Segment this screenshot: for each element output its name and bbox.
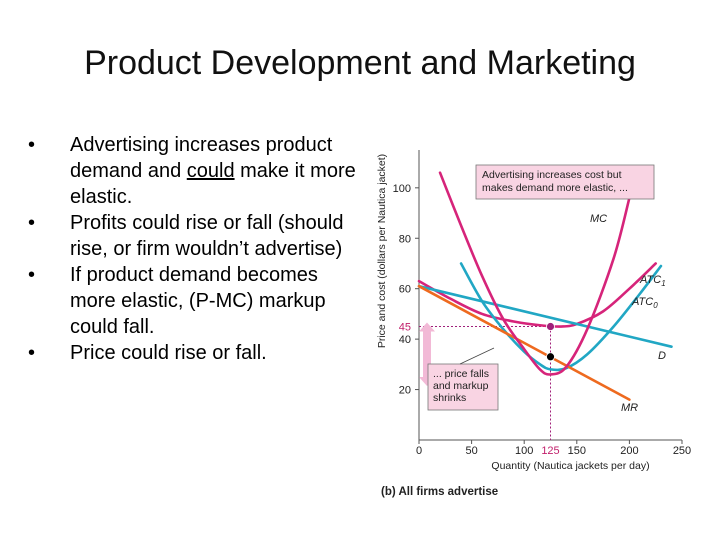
- curve-label-subscript: 1: [661, 279, 665, 288]
- x-tick-label: 250: [673, 445, 691, 457]
- bottom-note-line: shrinks: [433, 392, 466, 404]
- curve-mr: [417, 284, 631, 401]
- slide-title: Product Development and Marketing: [84, 44, 636, 82]
- bullet-dot: •: [28, 342, 36, 364]
- curve-atc0: [459, 262, 663, 372]
- bullet-dot: •: [28, 134, 36, 156]
- bottom-note-line: and markup: [433, 380, 489, 392]
- bottom-note-leader: [459, 347, 495, 365]
- curve-label-subscript: 0: [653, 301, 658, 310]
- bullet-text: Advertising increases product demand and: [70, 134, 333, 182]
- curve-label-atc0: ATC0: [631, 296, 658, 310]
- bullet-dot: •: [28, 264, 36, 286]
- x-tick-label: 0: [416, 445, 422, 457]
- bullet-list: • Advertising increases product demand an…: [26, 132, 356, 366]
- curve-label-d: D: [658, 350, 666, 362]
- x-tick-label: 50: [465, 445, 477, 457]
- y-tick-label: 20: [399, 385, 411, 397]
- bullet-item: • Advertising increases product demand an…: [26, 132, 356, 210]
- x-tick-label: 200: [620, 445, 638, 457]
- bullet-item: • Price could rise or fall.: [26, 340, 356, 366]
- bullet-text: make it more elastic.: [70, 160, 356, 208]
- bottom-note-line: ... price falls: [433, 368, 489, 380]
- y-tick-label: 40: [399, 334, 411, 346]
- bullet-dot: •: [28, 212, 36, 234]
- curve-label-mc: MC: [590, 213, 607, 225]
- bullet-text: Profits could rise or fall (should rise,…: [70, 212, 344, 260]
- y-tick-label: 60: [399, 284, 411, 296]
- curve-label-atc1: ATC1: [639, 274, 666, 288]
- curve-d: [417, 284, 673, 348]
- bullet-item: • If product demand becomes more elastic,…: [26, 262, 356, 340]
- highlight-x-label: 125: [541, 445, 559, 457]
- curve-label-mr: MR: [621, 402, 638, 414]
- y-tick-label: 80: [399, 233, 411, 245]
- top-note-line: makes demand more elastic, ...: [482, 182, 628, 194]
- top-note-line: Advertising increases cost but: [482, 169, 622, 181]
- x-axis-label: Quantity (Nautica jackets per day): [491, 460, 649, 472]
- bullet-item: • Profits could rise or fall (should rise…: [26, 210, 356, 262]
- price-point: [546, 322, 555, 331]
- curve-mc: [438, 171, 631, 376]
- bottom-note-box: [427, 363, 499, 411]
- bullet-emphasis: could: [186, 160, 235, 182]
- bullet-text: Price could rise or fall.: [70, 342, 267, 364]
- y-tick-label: 100: [393, 183, 411, 195]
- top-note-box: [475, 164, 655, 200]
- highlight-y-label: 45: [399, 322, 411, 334]
- mr-mc-intersection: [546, 352, 555, 362]
- y-axis-label: Price and cost (dollars per Nautica jack…: [376, 154, 388, 348]
- panel-caption: (b) All firms advertise: [381, 486, 498, 498]
- bullet-text: If product demand becomes more elastic, …: [70, 264, 326, 338]
- x-tick-label: 100: [515, 445, 533, 457]
- chart: 20 40 60 80 100 0 50 100 150 200 250 Quantity (Naut…: [376, 150, 691, 498]
- x-tick-label: 150: [568, 445, 586, 457]
